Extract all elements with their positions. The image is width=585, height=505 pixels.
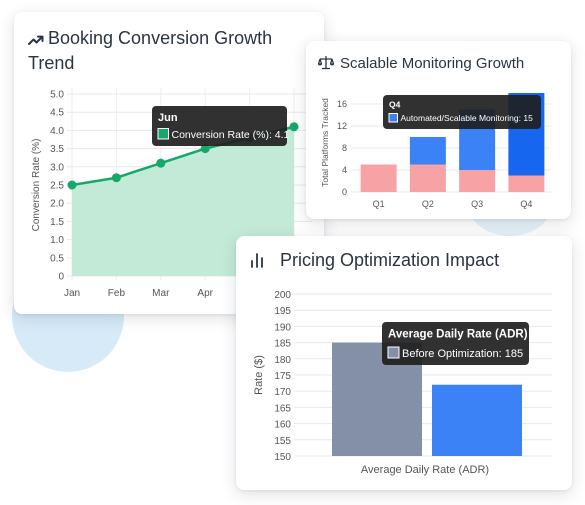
bar-manual — [508, 175, 545, 192]
bar-chart-icon — [250, 251, 280, 273]
y-axis-label: Total Platforms Tracked — [320, 98, 330, 187]
y-tick-label: 180 — [274, 355, 291, 366]
y-tick-label: 200 — [274, 290, 291, 301]
y-axis-label: Conversion Rate (%) — [31, 139, 42, 232]
data-point — [289, 122, 299, 132]
tooltip-label: Before Optimization: 185 — [402, 348, 523, 360]
y-tick-label: 155 — [274, 436, 291, 447]
x-tick-label: Apr — [197, 288, 213, 299]
y-tick-label: 195 — [274, 306, 291, 317]
tooltip-box — [152, 106, 287, 146]
y-tick-label: 3.0 — [50, 162, 64, 173]
y-tick-label: 0.5 — [50, 253, 64, 264]
y-tick-label: 8 — [342, 143, 347, 153]
tooltip-title: Jun — [158, 112, 178, 124]
y-tick-label: 0 — [342, 187, 347, 197]
pricing-optimization-chart: 150 155 160 165 170 175 180 185 190 195 200 Average… — [253, 290, 552, 476]
tooltip-label: Automated/Scalable Monitoring: 15 — [401, 113, 534, 123]
tooltip-title: Q4 — [389, 100, 401, 110]
data-point — [200, 144, 210, 154]
bar-manual — [459, 170, 496, 192]
booking-card-title: Booking Conversion Growth Trend — [28, 28, 273, 73]
bar-after — [432, 384, 522, 456]
trending-up-icon — [28, 29, 48, 52]
x-tick-label: Q2 — [422, 199, 434, 209]
pricing-optimization-card: Pricing Optimization Impact 150 155 160 165… — [236, 236, 572, 490]
x-tick-label: Q4 — [520, 199, 532, 209]
y-tick-label: 160 — [274, 420, 291, 431]
y-tick-label: 165 — [274, 403, 291, 414]
pricing-card-header: Pricing Optimization Impact — [250, 249, 499, 273]
x-tick-label: Q3 — [471, 199, 483, 209]
y-tick-label: 1.5 — [50, 217, 64, 228]
y-tick-label: 190 — [274, 322, 291, 333]
tooltip-label: Conversion Rate (%): 4.1 — [172, 129, 290, 141]
x-tick-label: Jan — [64, 288, 80, 299]
y-tick-label: 5.0 — [50, 90, 64, 101]
tooltip-swatch — [157, 128, 169, 140]
y-tick-label: 16 — [337, 99, 347, 109]
data-point — [67, 180, 77, 190]
x-tick-label: Average Daily Rate (ADR) — [361, 464, 489, 476]
data-point — [111, 173, 121, 183]
y-tick-label: 4.0 — [50, 126, 64, 137]
monitoring-card-title: Scalable Monitoring Growth — [340, 55, 525, 72]
y-tick-label: 0 — [58, 272, 64, 283]
tooltip-swatch — [387, 346, 400, 359]
y-axis-label: Rate ($) — [253, 355, 265, 395]
y-tick-label: 4 — [342, 165, 347, 175]
x-tick-label: Q1 — [373, 199, 385, 209]
x-tick-label: Mar — [152, 288, 170, 299]
tooltip-swatch — [388, 113, 398, 123]
y-tick-label: 175 — [274, 371, 291, 382]
pricing-card-title: Pricing Optimization Impact — [280, 250, 500, 270]
scalable-monitoring-chart: 0 4 8 12 16 Q1 Q2 Q3 Q4 Total Platforms Tracked Q4… — [320, 93, 551, 209]
y-tick-label: 12 — [337, 121, 347, 131]
tooltip-title: Average Daily Rate (ADR) — [388, 329, 528, 341]
bar-manual — [409, 164, 446, 192]
bar-manual — [360, 164, 397, 192]
y-tick-label: 150 — [274, 452, 291, 463]
data-point — [156, 158, 166, 168]
y-tick-label: 3.5 — [50, 144, 64, 155]
y-tick-label: 4.5 — [50, 108, 64, 119]
balance-scale-icon — [317, 55, 340, 75]
scalable-monitoring-card: Scalable Monitoring Growth 0 4 8 12 16 Q1 Q2 Q3… — [306, 41, 571, 219]
y-tick-label: 170 — [274, 387, 291, 398]
tooltip-box — [383, 95, 541, 129]
y-tick-label: 2.5 — [50, 181, 64, 192]
y-tick-label: 1.0 — [50, 235, 64, 246]
tooltip-box — [382, 322, 529, 365]
y-tick-label: 2.0 — [50, 199, 64, 210]
x-tick-label: Feb — [108, 288, 126, 299]
booking-card-header: Booking Conversion Growth Trend — [28, 27, 313, 75]
bar-automated — [409, 137, 446, 165]
y-tick-label: 185 — [274, 339, 291, 350]
monitoring-card-header: Scalable Monitoring Growth — [317, 54, 525, 75]
